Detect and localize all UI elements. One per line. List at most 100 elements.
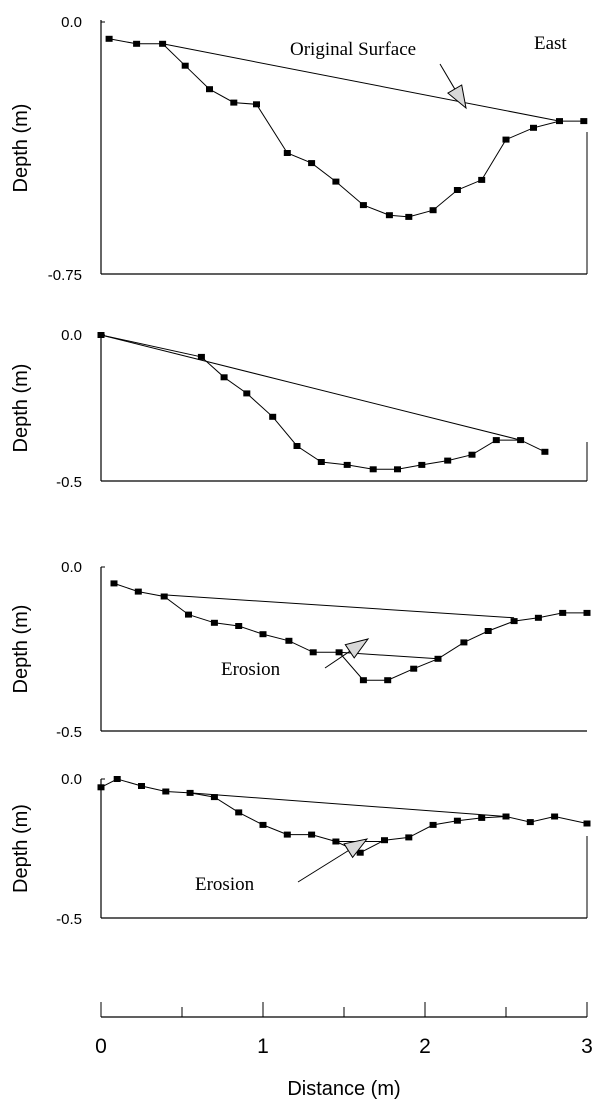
data-point	[220, 374, 228, 381]
data-point	[429, 207, 437, 214]
data-point	[510, 618, 518, 625]
data-point	[206, 86, 213, 93]
y-tick-label-top: 0.0	[61, 771, 82, 788]
data-point	[308, 160, 316, 167]
data-point	[332, 178, 340, 185]
data-point	[162, 788, 170, 795]
x-axis-label: Distance (m)	[287, 1078, 400, 1100]
data-point	[551, 813, 559, 820]
data-point	[285, 637, 293, 644]
y-axis-label: Depth (m)	[10, 605, 32, 694]
data-point	[580, 118, 588, 125]
annotation-erosion-panel-3: Erosion	[221, 659, 281, 680]
y-tick-label-top: 0.0	[61, 559, 82, 576]
data-point	[134, 588, 142, 595]
data-point	[160, 593, 168, 600]
data-point	[308, 831, 316, 838]
data-point	[356, 849, 364, 856]
y-tick-label-top: 0.0	[61, 14, 82, 31]
data-point	[230, 99, 238, 106]
data-point	[185, 611, 192, 618]
data-point	[460, 639, 468, 646]
original-surface-line	[190, 792, 507, 817]
panels-group: 0.0 -0.75 Depth (m) 0.0 -0.5 Depth (m) 0.0 -0.5…	[10, 14, 593, 1100]
data-point	[317, 459, 325, 465]
data-point	[133, 40, 141, 47]
data-point	[534, 614, 542, 621]
data-point	[381, 837, 388, 844]
data-point	[429, 821, 437, 828]
data-point	[453, 187, 461, 193]
profile-line	[109, 38, 584, 218]
original-surface-arrow-arrowhead	[447, 84, 467, 110]
data-point	[530, 124, 537, 131]
x-tick-label: 1	[257, 1035, 269, 1058]
data-point	[468, 451, 476, 458]
data-point	[541, 448, 549, 455]
y-tick-label-bottom: -0.5	[56, 724, 82, 741]
data-point	[526, 819, 534, 826]
distance-axis: 0 1 2 3 Distance (m)	[95, 1002, 593, 1100]
erosion-arrow-panel-4-leader	[297, 850, 349, 883]
data-point	[343, 461, 351, 468]
data-point	[478, 176, 486, 183]
y-tick-label-bottom: -0.75	[48, 267, 82, 284]
profile-line	[113, 582, 587, 681]
y-axis-label: Depth (m)	[10, 104, 32, 193]
data-point	[453, 817, 461, 824]
data-point	[259, 821, 267, 828]
data-point	[210, 794, 218, 801]
x-tick-label: 2	[419, 1035, 431, 1058]
y-tick-label-bottom: -0.5	[56, 911, 82, 928]
data-point	[235, 623, 243, 629]
data-point	[583, 820, 591, 827]
data-point	[253, 101, 260, 108]
annotations: Original Surface East Erosion Erosion	[195, 33, 567, 895]
data-point	[394, 466, 401, 473]
data-point	[210, 619, 218, 626]
data-point	[369, 466, 377, 473]
data-point	[559, 609, 567, 616]
y-axis-label: Depth (m)	[10, 804, 32, 893]
data-point	[478, 814, 486, 821]
x-tick-label: 3	[581, 1035, 593, 1058]
data-point	[444, 457, 452, 464]
data-point	[385, 212, 393, 219]
panel-1: 0.0 -0.75 Depth (m)	[10, 14, 588, 284]
data-point	[405, 834, 413, 841]
data-point	[502, 136, 510, 143]
data-point	[235, 809, 243, 816]
data-point	[181, 62, 189, 69]
original-surface-line	[164, 594, 515, 619]
data-point	[138, 783, 145, 789]
y-tick-label-top: 0.0	[61, 327, 82, 344]
x-tick-label: 0	[95, 1035, 107, 1058]
erosion-arrow-panel-3-leader	[324, 650, 351, 669]
data-point	[410, 665, 418, 672]
data-point	[243, 390, 251, 397]
annotation-east: East	[534, 33, 567, 54]
data-point	[293, 443, 301, 449]
original-surface-line	[162, 43, 560, 122]
data-point	[110, 580, 118, 587]
data-point	[583, 609, 591, 616]
data-point	[309, 649, 317, 656]
erosion-arrow-panel-3-arrowhead	[344, 638, 370, 659]
original-surface-line	[100, 334, 521, 441]
data-point	[283, 150, 291, 156]
data-point	[259, 631, 267, 638]
data-point	[113, 776, 121, 782]
data-point	[384, 677, 392, 684]
y-axis-label: Depth (m)	[10, 364, 32, 453]
annotation-original-surface: Original Surface	[290, 39, 416, 60]
y-tick-label-bottom: -0.5	[56, 474, 82, 491]
data-point	[492, 437, 500, 444]
data-point	[484, 628, 492, 634]
data-point	[418, 461, 426, 468]
panel-3: 0.0 -0.5 Depth (m)	[10, 559, 591, 741]
data-point	[97, 784, 105, 791]
data-point	[269, 413, 277, 420]
data-point	[359, 677, 367, 684]
erosion-arrow-panel-4-arrowhead	[343, 838, 369, 859]
data-point	[105, 35, 113, 42]
